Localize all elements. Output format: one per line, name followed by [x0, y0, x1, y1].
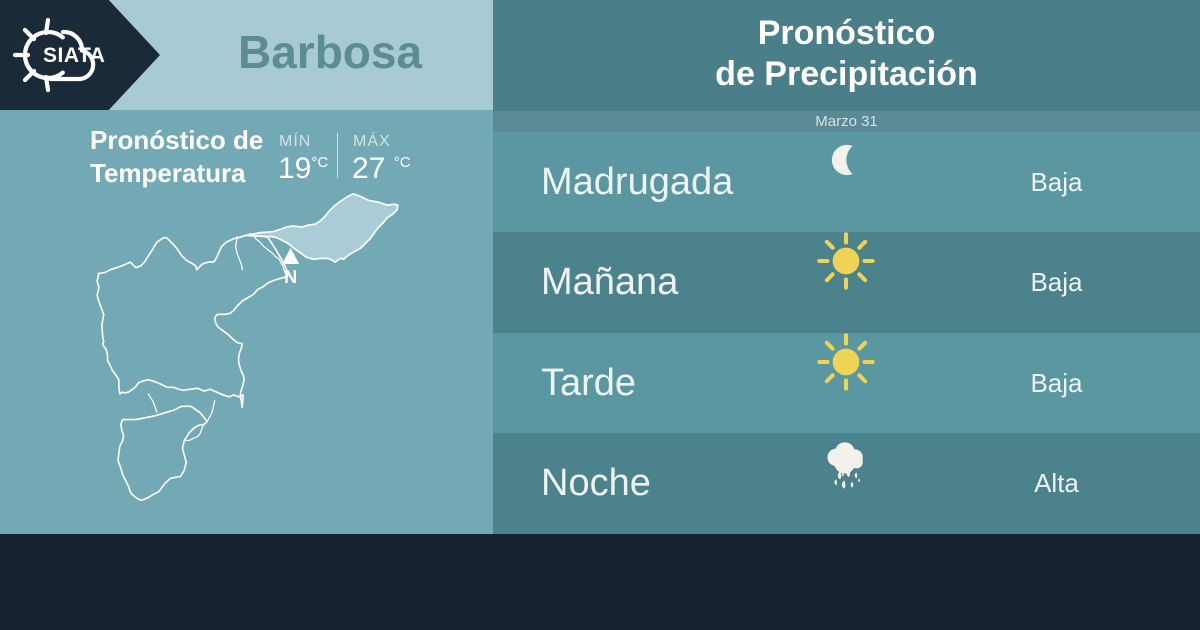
svg-text:N: N	[284, 267, 297, 287]
